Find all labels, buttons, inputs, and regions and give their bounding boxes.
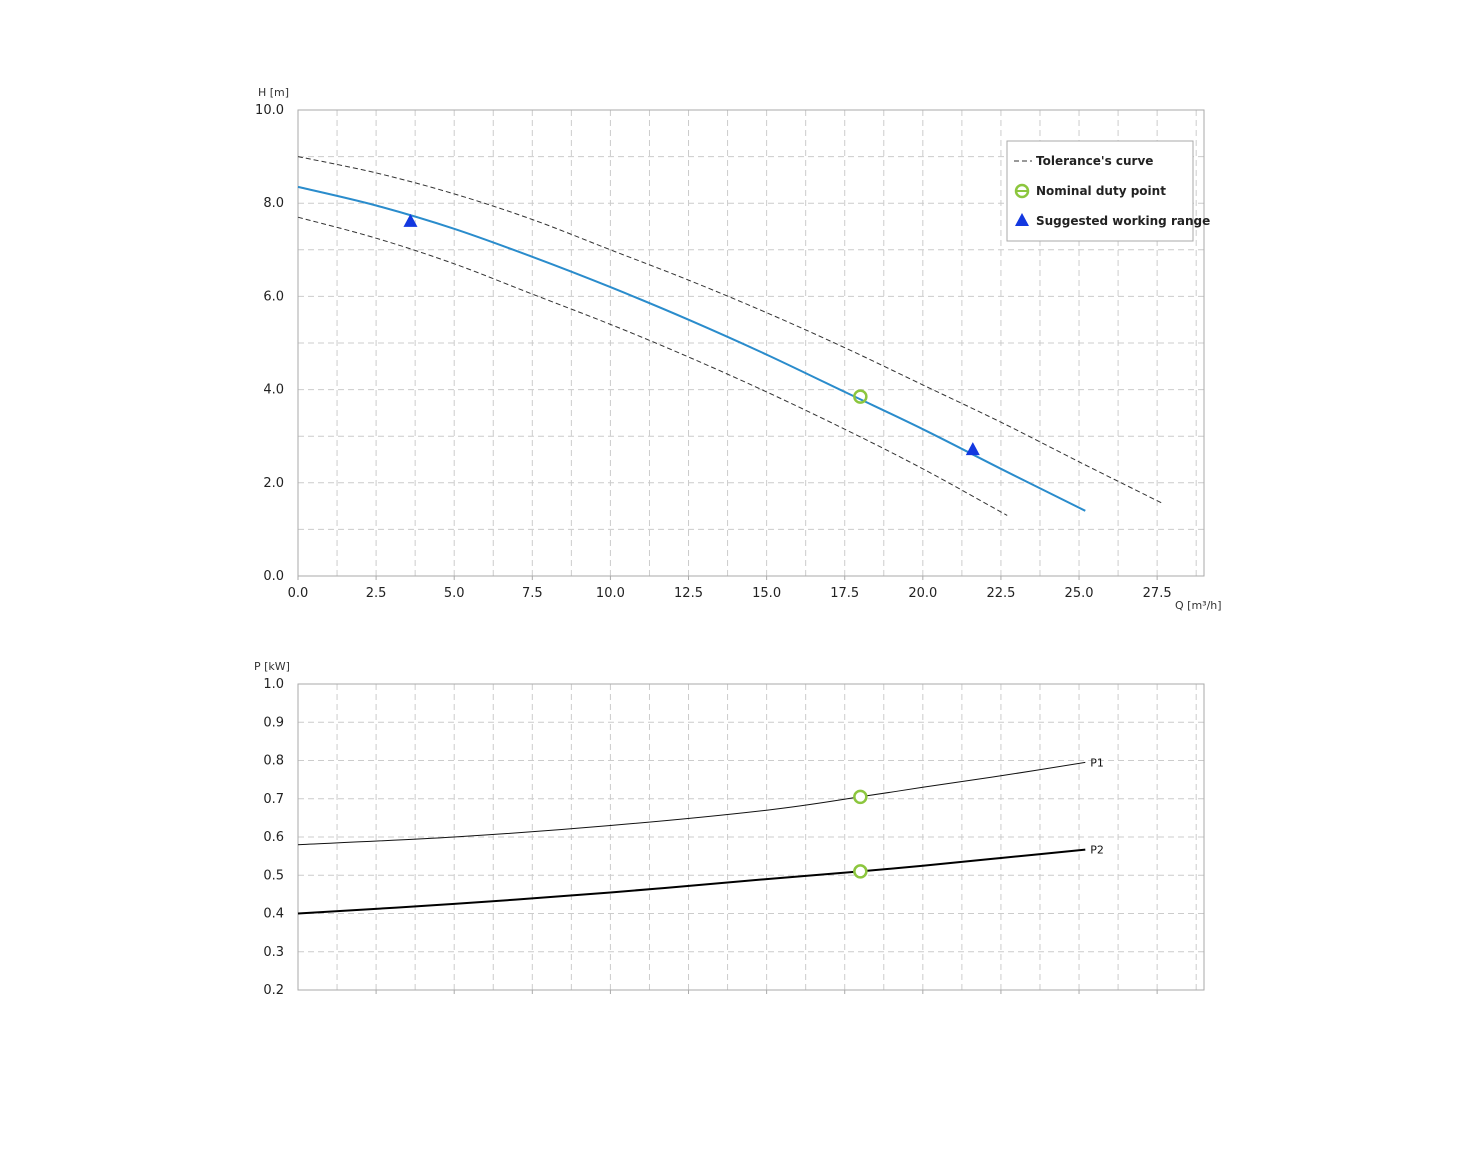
x-tick-label: 25.0 <box>1065 586 1094 601</box>
power-chart-markers <box>853 789 868 879</box>
x-tick-label: 17.5 <box>830 586 859 601</box>
y-tick-label: 0.4 <box>263 907 284 922</box>
power-curve-p1 <box>297 761 1086 846</box>
x-tick-label: 7.5 <box>522 586 543 601</box>
y-tick-label: 0.8 <box>263 754 284 769</box>
head-chart: 0.0 2.5 5.0 7.5 10.0 12.5 15.0 17.5 20.0 22.5 25.0… <box>255 86 1222 612</box>
x-tick-label: 20.0 <box>908 586 937 601</box>
x-tick-label: 27.5 <box>1143 586 1172 601</box>
legend-box <box>1006 140 1194 242</box>
legend-item-duty-point: Nominal duty point <box>1014 183 1166 199</box>
head-chart-markers <box>403 213 980 456</box>
y-tick-label: 2.0 <box>263 476 284 491</box>
power-chart-ticks: 0.2 0.3 0.4 0.5 0.6 0.7 0.8 0.9 1.0 <box>263 677 1158 998</box>
x-tick-label: 22.5 <box>986 586 1015 601</box>
tolerance-curve-lower <box>297 216 1008 516</box>
pump-head-curve <box>297 185 1086 512</box>
legend-item-tolerance: Tolerance's curve <box>1014 154 1153 168</box>
power-chart-grid <box>298 684 1204 990</box>
x-tick-label: 0.0 <box>288 586 309 601</box>
x-tick-label: 10.0 <box>596 586 625 601</box>
power-curve-label-p2: P2 <box>1090 844 1104 857</box>
power-chart: 0.2 0.3 0.4 0.5 0.6 0.7 0.8 0.9 1.0 P [kW] P1 P2 <box>254 660 1205 998</box>
y-tick-label: 0.3 <box>263 945 284 960</box>
duty-point-marker <box>853 864 868 879</box>
x-tick-label: 12.5 <box>674 586 703 601</box>
head-x-axis-label: Q [m³/h] <box>1175 599 1222 612</box>
x-tick-label: 2.5 <box>366 586 387 601</box>
legend-label-working-range: Suggested working range <box>1036 214 1210 228</box>
y-tick-label: 0.7 <box>263 792 284 807</box>
working-range-marker <box>403 213 418 227</box>
y-tick-label: 4.0 <box>263 383 284 398</box>
head-y-axis-label: H [m] <box>258 86 289 99</box>
y-tick-label: 1.0 <box>263 677 284 692</box>
legend-label-duty-point: Nominal duty point <box>1036 184 1166 198</box>
power-y-axis-label: P [kW] <box>254 660 290 673</box>
legend: Tolerance's curve Nominal duty point Sug… <box>1006 140 1210 242</box>
blue-triangle-icon <box>1015 213 1029 226</box>
head-chart-grid <box>298 110 1204 576</box>
tolerance-curve-upper <box>297 156 1164 505</box>
y-tick-label: 0.5 <box>263 868 284 883</box>
head-chart-curves <box>297 156 1164 516</box>
legend-label-tolerance: Tolerance's curve <box>1036 154 1153 168</box>
legend-item-working-range: Suggested working range <box>1015 213 1210 228</box>
y-tick-label: 0.9 <box>263 715 284 730</box>
head-chart-ticks: 0.0 2.5 5.0 7.5 10.0 12.5 15.0 17.5 20.0 22.5 25.0… <box>255 103 1172 601</box>
head-chart-frame <box>297 109 1205 577</box>
y-tick-label: 8.0 <box>263 196 284 211</box>
y-tick-label: 0.6 <box>263 830 284 845</box>
duty-point-marker <box>853 389 868 404</box>
y-tick-label: 0.2 <box>263 983 284 998</box>
x-tick-label: 5.0 <box>444 586 465 601</box>
working-range-marker <box>965 442 980 456</box>
power-chart-curves: P1 P2 <box>297 756 1104 915</box>
x-tick-label: 15.0 <box>752 586 781 601</box>
duty-point-marker <box>853 789 868 805</box>
power-curve-label-p1: P1 <box>1090 756 1104 769</box>
y-tick-label: 0.0 <box>263 569 284 584</box>
y-tick-label: 6.0 <box>263 289 284 304</box>
power-curve-p2 <box>297 848 1086 915</box>
y-tick-label: 10.0 <box>255 103 284 118</box>
power-chart-frame <box>297 683 1205 991</box>
